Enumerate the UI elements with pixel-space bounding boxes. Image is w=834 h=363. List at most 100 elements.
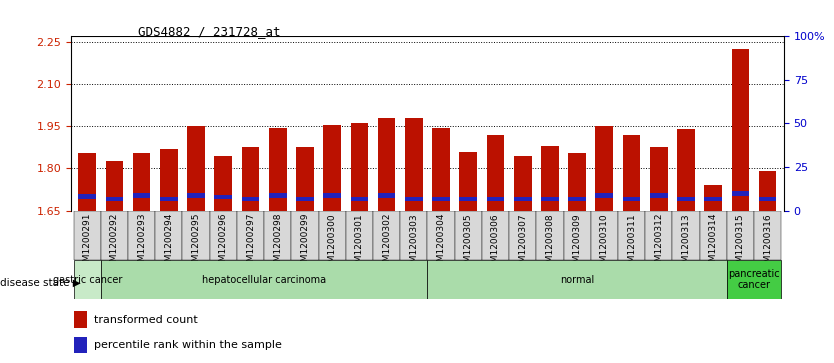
Text: GSM1200314: GSM1200314 (709, 213, 718, 273)
Bar (373, 211, 400, 260)
Text: GSM1200303: GSM1200303 (409, 213, 419, 274)
Bar (209, 211, 237, 260)
Text: GSM1200307: GSM1200307 (518, 213, 527, 274)
Bar (101, 211, 128, 260)
Text: GSM1200299: GSM1200299 (300, 213, 309, 273)
Bar (726, 211, 754, 260)
Text: GSM1200291: GSM1200291 (83, 213, 92, 273)
Bar (269, 128, 287, 211)
Bar (160, 197, 178, 201)
Text: GSM1200315: GSM1200315 (736, 213, 745, 274)
Bar (705, 185, 722, 211)
Bar (536, 211, 564, 260)
Bar (73, 260, 101, 299)
Bar (106, 197, 123, 201)
Bar (759, 171, 776, 211)
Bar (106, 162, 123, 211)
Text: transformed count: transformed count (93, 315, 198, 325)
Text: gastric cancer: gastric cancer (53, 274, 122, 285)
Text: GSM1200295: GSM1200295 (192, 213, 201, 273)
Bar (623, 135, 641, 211)
Text: GSM1200309: GSM1200309 (573, 213, 581, 274)
Bar (568, 153, 586, 211)
Text: GSM1200312: GSM1200312 (654, 213, 663, 273)
Text: GSM1200310: GSM1200310 (600, 213, 609, 274)
Bar (759, 197, 776, 201)
Bar (460, 151, 477, 211)
Bar (595, 193, 613, 198)
Bar (731, 191, 749, 196)
Text: GSM1200316: GSM1200316 (763, 213, 772, 274)
Bar (378, 118, 395, 211)
Bar (672, 211, 700, 260)
Text: GSM1200302: GSM1200302 (382, 213, 391, 273)
Bar (269, 193, 287, 198)
Bar (514, 197, 531, 201)
Text: GSM1200301: GSM1200301 (355, 213, 364, 274)
Bar (324, 125, 341, 211)
Bar (568, 197, 586, 201)
Bar (405, 118, 423, 211)
Bar (242, 147, 259, 211)
Bar (650, 193, 667, 198)
Text: disease state ▶: disease state ▶ (0, 278, 81, 288)
Bar (618, 211, 646, 260)
Bar (427, 211, 455, 260)
Bar (296, 147, 314, 211)
Bar (188, 126, 205, 211)
Bar (242, 197, 259, 201)
Text: normal: normal (560, 274, 595, 285)
Text: GSM1200298: GSM1200298 (274, 213, 282, 273)
Bar (564, 211, 590, 260)
Bar (650, 147, 667, 211)
Bar (128, 211, 155, 260)
Bar (101, 260, 427, 299)
Bar (183, 211, 209, 260)
Bar (160, 149, 178, 211)
Bar (427, 260, 726, 299)
Text: GSM1200308: GSM1200308 (545, 213, 555, 274)
Text: GSM1200293: GSM1200293 (137, 213, 146, 273)
Bar (237, 211, 264, 260)
Bar (700, 211, 726, 260)
Bar (350, 197, 369, 201)
Bar (350, 123, 369, 211)
Bar (74, 311, 88, 328)
Bar (590, 211, 618, 260)
Bar (646, 211, 672, 260)
Text: GSM1200296: GSM1200296 (219, 213, 228, 273)
Bar (541, 146, 559, 211)
Bar (726, 260, 781, 299)
Text: GSM1200306: GSM1200306 (491, 213, 500, 274)
Bar (705, 197, 722, 201)
Text: GSM1200313: GSM1200313 (681, 213, 691, 274)
Bar (432, 197, 450, 201)
Bar (133, 153, 150, 211)
Bar (324, 193, 341, 198)
Bar (541, 197, 559, 201)
Bar (514, 156, 531, 211)
Bar (623, 197, 641, 201)
Bar (486, 135, 505, 211)
Bar (754, 211, 781, 260)
Text: hepatocellular carcinoma: hepatocellular carcinoma (202, 274, 326, 285)
Bar (78, 194, 96, 199)
Bar (595, 126, 613, 211)
Bar (133, 193, 150, 198)
Bar (319, 211, 346, 260)
Bar (405, 197, 423, 201)
Bar (346, 211, 373, 260)
Bar (677, 129, 695, 211)
Bar (400, 211, 427, 260)
Bar (214, 195, 232, 199)
Bar (378, 193, 395, 198)
Bar (509, 211, 536, 260)
Text: GDS4882 / 231728_at: GDS4882 / 231728_at (138, 25, 280, 38)
Text: GSM1200300: GSM1200300 (328, 213, 337, 274)
Text: GSM1200304: GSM1200304 (436, 213, 445, 273)
Bar (677, 197, 695, 201)
Bar (296, 197, 314, 201)
Bar (264, 211, 291, 260)
Bar (188, 193, 205, 198)
Text: GSM1200294: GSM1200294 (164, 213, 173, 273)
